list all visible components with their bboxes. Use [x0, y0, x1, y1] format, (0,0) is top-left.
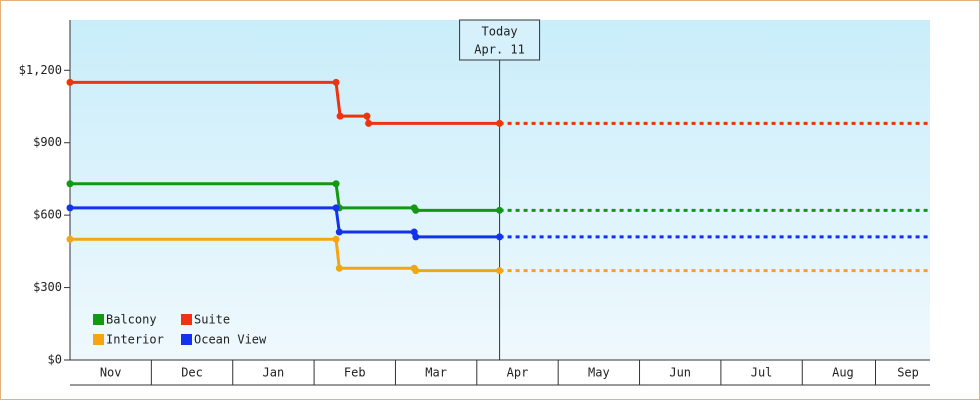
legend-swatch — [181, 334, 192, 345]
y-tick-label: $600 — [33, 208, 62, 222]
legend-swatch — [181, 314, 192, 325]
data-point — [335, 228, 343, 236]
legend-label: Suite — [194, 313, 230, 327]
y-tick-label: $900 — [33, 135, 62, 149]
data-point — [365, 119, 373, 127]
series-line — [70, 182, 500, 212]
x-tick-label: Mar — [425, 366, 447, 380]
today-date: Apr. 11 — [474, 43, 525, 57]
x-tick-label: Sep — [897, 366, 919, 380]
data-point — [496, 233, 504, 241]
data-point — [332, 235, 340, 243]
today-box — [459, 19, 541, 61]
data-point — [335, 264, 343, 272]
x-tick-label: Jul — [751, 366, 773, 380]
legend-swatch — [93, 334, 104, 345]
x-tick-label: Feb — [344, 366, 366, 380]
series-line — [70, 80, 500, 125]
legend-swatch — [93, 314, 104, 325]
data-point — [496, 119, 504, 127]
data-point — [66, 204, 74, 212]
legend-label: Ocean View — [194, 333, 267, 347]
y-tick-label: $300 — [33, 280, 62, 294]
data-point — [496, 267, 504, 275]
x-tick-label: Jun — [669, 366, 691, 380]
data-point — [332, 78, 340, 86]
x-tick-label: Nov — [100, 366, 122, 380]
data-point — [66, 235, 74, 243]
series-line — [70, 237, 500, 273]
legend-label: Balcony — [106, 313, 157, 327]
data-point — [363, 112, 371, 120]
x-tick-label: May — [588, 366, 610, 380]
data-point — [332, 180, 340, 188]
data-point — [412, 233, 420, 241]
today-label: Today — [482, 25, 518, 39]
series-line — [70, 206, 500, 239]
data-point — [496, 206, 504, 214]
legend-label: Interior — [106, 333, 164, 347]
x-tick-label: Apr — [507, 366, 529, 380]
data-point — [412, 206, 420, 214]
y-tick-label: $1,200 — [19, 63, 62, 77]
data-point — [66, 180, 74, 188]
data-point — [332, 204, 340, 212]
y-tick-label: $0 — [48, 353, 62, 367]
x-tick-label: Jan — [263, 366, 285, 380]
x-tick-label: Aug — [832, 366, 854, 380]
data-point — [412, 267, 420, 275]
data-point — [66, 78, 74, 86]
data-point — [336, 112, 344, 120]
x-tick-label: Dec — [181, 366, 203, 380]
